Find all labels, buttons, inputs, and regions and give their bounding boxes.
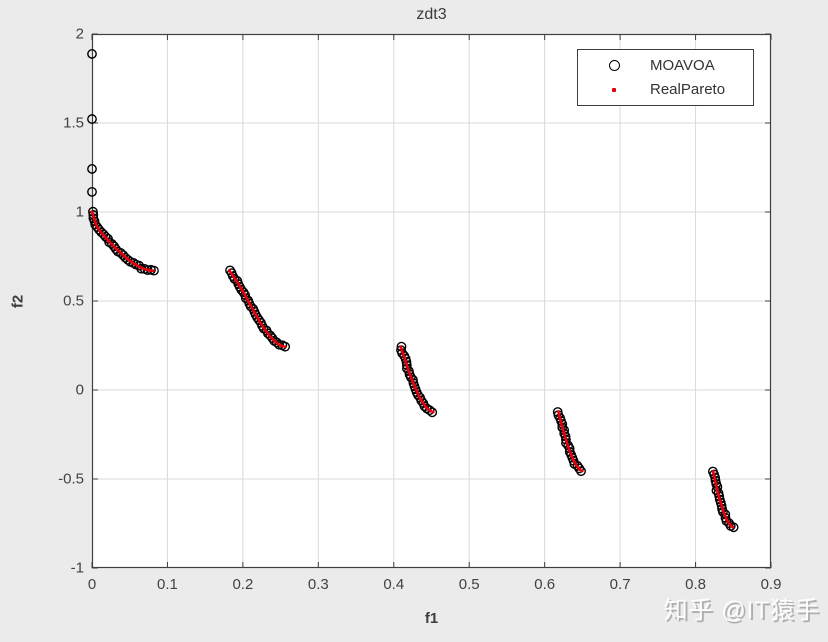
x-tick-label: 0.7 <box>609 576 631 593</box>
legend-marker-cell <box>578 59 650 71</box>
series-realpareto <box>90 210 735 529</box>
legend-item-realpareto: RealPareto <box>578 78 753 102</box>
chart-title: zdt3 <box>416 6 447 23</box>
x-tick-label: 0.8 <box>685 576 706 593</box>
x-tick-label: 0.3 <box>307 576 329 593</box>
legend-item-moavoa: MOAVOA <box>578 53 753 77</box>
watermark: 知乎 @IT猿手 <box>663 597 820 624</box>
x-tick-label: 0.4 <box>383 576 405 593</box>
x-tick-label: 0.1 <box>157 576 178 593</box>
x-tick-label: 0.6 <box>534 576 556 593</box>
y-tick-label: -0.5 <box>58 470 84 488</box>
x-axis-label: f1 <box>424 610 439 627</box>
x-tick-label: 0.5 <box>458 576 480 593</box>
x-tick-label: 0.2 <box>232 576 254 593</box>
y-tick-label: 1 <box>75 203 84 221</box>
legend-marker-cell <box>578 87 650 92</box>
legend-label-realpareto: RealPareto <box>650 81 726 99</box>
y-tick-label: -1 <box>70 559 84 577</box>
red-dot-marker-icon <box>612 87 616 92</box>
x-tick-label: 0.9 <box>760 576 782 593</box>
y-tick-label: 0 <box>75 381 84 399</box>
legend-label-moavoa: MOAVOA <box>650 56 715 74</box>
x-tick-label: 0 <box>87 576 97 593</box>
y-tick-label: 1.5 <box>63 114 84 132</box>
y-tick-label: 0.5 <box>63 292 84 310</box>
legend: MOAVOA RealPareto <box>577 49 754 106</box>
open-circle-marker-icon <box>608 59 620 71</box>
y-tick-label: 2 <box>75 25 84 43</box>
